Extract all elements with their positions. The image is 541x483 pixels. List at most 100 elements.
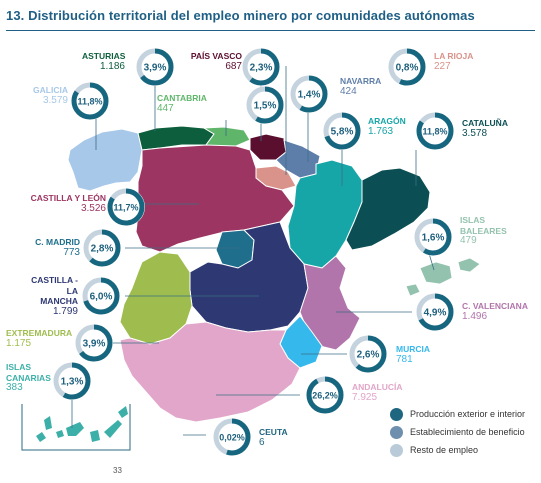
canarias-island-tenerife [66, 422, 84, 436]
share-label-castilla-la-mancha: 6,0% [90, 292, 113, 303]
ring-arc-cantabria [246, 86, 284, 124]
ring-background-la-rioja [388, 48, 426, 86]
region-label-cataluna: CATALUÑA 3.578 [462, 118, 532, 139]
ring-arc-c-valenciana [416, 293, 454, 331]
region-name-aragon: ARAGÓN [368, 116, 406, 126]
share-label-asturias: 3,9% [144, 63, 167, 74]
ring-arc-navarra [290, 75, 328, 113]
region-employment-cataluna: 3.578 [462, 127, 488, 139]
region-label-navarra: NAVARRA 424 [340, 76, 400, 97]
ring-background-pais-vasco [242, 48, 280, 86]
region-label-cantabria: CANTABRIA 447 [157, 93, 237, 114]
region-label-galicia: GALICIA 3.579 [26, 85, 68, 106]
ring-background-extremadura [75, 324, 113, 362]
ring-background-aragon [323, 112, 361, 150]
share-label-andalucia: 26,2% [312, 391, 338, 401]
region-cataluna [345, 167, 431, 251]
region-employment-castilla-la-mancha: 1.799 [52, 305, 78, 317]
canarias-island-gomera [56, 430, 64, 438]
share-label-pais-vasco: 2,3% [250, 63, 273, 74]
canarias-island-la-palma [44, 416, 52, 430]
legend-swatch-resto [390, 444, 403, 457]
region-name-extremadura: EXTREMADURA [6, 328, 73, 338]
share-label-islas-baleares: 1,6% [422, 233, 445, 244]
region-employment-c-madrid: 773 [63, 246, 80, 258]
share-label-castilla-y-leon: 11,7% [113, 203, 138, 213]
ring-arc-islas-canarias [53, 362, 91, 400]
region-name-castilla-y-leon: CASTILLA Y LEÓN [30, 193, 106, 203]
ring-background-castilla-la-mancha [82, 277, 120, 315]
region-name-asturias: ASTURIAS [82, 51, 126, 61]
region-label-andalucia: ANDALUCÍA 7.925 [352, 382, 422, 403]
region-label-murcia: MURCIA 781 [396, 344, 446, 365]
share-label-c-madrid: 2,8% [91, 244, 114, 255]
region-employment-ceuta: 6 [259, 436, 265, 448]
ring-background-andalucia [306, 376, 344, 414]
ring-background-c-valenciana [416, 293, 454, 331]
region-employment-aragon: 1.763 [368, 125, 394, 137]
ring-arc-cataluna [416, 112, 454, 150]
canarias-island-gran-canaria [90, 430, 100, 442]
region-employment-extremadura: 1.175 [6, 337, 32, 349]
ring-background-murcia [349, 335, 387, 373]
ring-background-islas-baleares [414, 218, 452, 256]
share-label-cantabria: 1,5% [254, 101, 277, 112]
title-divider [6, 30, 535, 31]
region-employment-murcia: 781 [396, 353, 413, 365]
ring-arc-castilla-la-mancha [82, 277, 120, 315]
page-number: 33 [113, 466, 122, 475]
ring-background-castilla-y-leon [107, 188, 145, 226]
region-label-castilla-la-mancha: CASTILLA - LA MANCHA 1.799 [28, 275, 78, 317]
share-label-ceuta: 0,02% [219, 433, 245, 443]
region-label-islas-canarias: ISLAS CANARIAS 383 [6, 362, 51, 394]
ring-arc-c-madrid [83, 229, 121, 267]
region-name-ceuta: CEUTA [259, 427, 288, 437]
ring-arc-la-rioja [388, 48, 426, 86]
share-rings: 3,9% 2,3% 0,8% 11,8% 1,4% 1,5% 5,8% 11,8% 11,7% 2… [53, 48, 454, 456]
ring-background-ceuta [213, 418, 251, 456]
legend-swatch-produccion [390, 408, 403, 421]
region-name-cantabria: CANTABRIA [157, 93, 207, 103]
share-label-cataluna: 11,8% [422, 127, 447, 137]
share-label-navarra: 1,4% [298, 90, 321, 101]
ring-background-cataluna [416, 112, 454, 150]
region-employment-la-rioja: 227 [434, 60, 451, 72]
ring-background-asturias [136, 48, 174, 86]
region-employment-islas-canarias: 383 [6, 382, 23, 393]
ring-arc-islas-baleares [414, 218, 452, 256]
ring-background-c-madrid [83, 229, 121, 267]
region-name-la-rioja: LA RIOJA [434, 51, 474, 61]
region-label-la-rioja: LA RIOJA 227 [434, 51, 494, 72]
region-shapes [67, 125, 481, 423]
canarias-inset [21, 404, 131, 451]
ring-arc-extremadura [75, 324, 113, 362]
share-label-aragon: 5,8% [331, 127, 354, 138]
ring-arc-aragon [323, 112, 361, 150]
share-label-extremadura: 3,9% [83, 339, 106, 350]
ring-arc-pais-vasco [242, 48, 280, 86]
region-label-castilla-y-leon: CASTILLA Y LEÓN 3.526 [28, 193, 106, 214]
region-baleares [405, 257, 481, 297]
share-label-c-valenciana: 4,9% [424, 308, 447, 319]
region-name-islas-baleares: ISLAS BALEARES [460, 215, 507, 236]
region-name-castilla-la-mancha: CASTILLA - LA MANCHA [31, 275, 78, 306]
region-label-pais-vasco: PAÍS VASCO 687 [186, 51, 242, 72]
ring-arc-murcia [349, 335, 387, 373]
ring-arc-andalucia [306, 376, 344, 414]
region-name-pais-vasco: PAÍS VASCO [190, 51, 242, 61]
chart-title: 13. Distribución territorial del empleo … [6, 8, 475, 23]
region-name-c-valenciana: C. VALENCIANA [462, 301, 528, 311]
region-name-cataluna: CATALUÑA [462, 118, 508, 128]
ring-arc-castilla-y-leon [107, 188, 145, 226]
ring-background-islas-canarias [53, 362, 91, 400]
share-label-murcia: 2,6% [357, 350, 380, 361]
region-employment-castilla-y-leon: 3.526 [80, 202, 106, 214]
ring-arc-galicia [71, 82, 109, 120]
region-employment-cantabria: 447 [157, 102, 174, 114]
region-label-extremadura: EXTREMADURA 1.175 [6, 328, 86, 349]
region-name-andalucia: ANDALUCÍA [352, 382, 403, 392]
ring-background-cantabria [246, 86, 284, 124]
leader-lines [71, 66, 435, 436]
region-andalucia [119, 321, 301, 423]
legend-swatch-beneficio [390, 426, 403, 439]
